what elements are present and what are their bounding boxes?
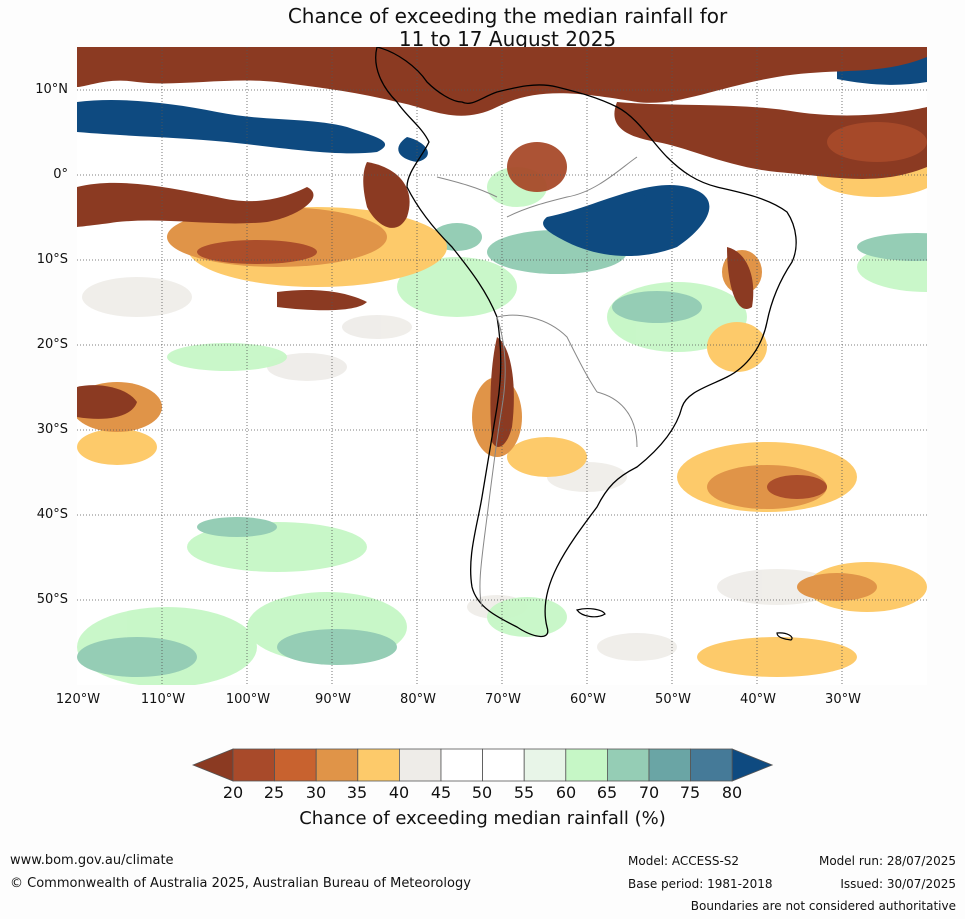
lon-label-80w: 80°W xyxy=(400,692,436,707)
colorbar-tick: 30 xyxy=(305,783,327,802)
lat-label-0: 0° xyxy=(53,167,68,182)
colorbar-tick: 35 xyxy=(346,783,368,802)
model-name: Model: ACCESS-S2 xyxy=(628,854,740,868)
title-line-1: Chance of exceeding the median rainfall … xyxy=(287,4,728,28)
colorbar-segment xyxy=(274,748,317,782)
lon-label-30w: 30°W xyxy=(825,692,861,707)
title-line-2: 11 to 17 August 2025 xyxy=(398,27,617,51)
colorbar-segment xyxy=(523,748,567,782)
south-georgia xyxy=(776,632,793,641)
lat-label-40s: 40°S xyxy=(36,507,68,522)
lon-label-90w: 90°W xyxy=(315,692,351,707)
country-borders xyxy=(436,156,638,608)
colorbar-tick: 80 xyxy=(721,783,743,802)
copyright-text: © Commonwealth of Australia 2025, Austra… xyxy=(10,876,471,891)
colorbar-segment xyxy=(357,748,400,782)
colorbar-tick: 40 xyxy=(388,783,410,802)
colorbar-segment xyxy=(606,748,650,782)
colorbar-tick: 25 xyxy=(263,783,285,802)
boundaries-disclaimer: Boundaries are not considered authoritat… xyxy=(690,899,956,913)
colorbar-tick: 75 xyxy=(679,783,701,802)
colorbar-tick: 55 xyxy=(513,783,535,802)
colorbar-segment xyxy=(315,748,359,782)
colorbar-segment xyxy=(690,748,733,782)
colorbar-label: Chance of exceeding median rainfall (%) xyxy=(299,808,666,829)
colorbar-segment xyxy=(440,748,483,782)
lon-label-120w: 120°W xyxy=(55,692,101,707)
colorbar-tick: 45 xyxy=(430,783,452,802)
colorbar-tick: 60 xyxy=(555,783,577,802)
lon-label-100w: 100°W xyxy=(225,692,271,707)
website-link[interactable]: www.bom.gov.au/climate xyxy=(10,853,174,868)
colorbar-tick: 65 xyxy=(596,783,618,802)
model-run-date: Model run: 28/07/2025 xyxy=(818,854,956,868)
colorbar-segment xyxy=(482,748,525,782)
lat-label-10s: 10°S xyxy=(36,252,68,267)
rainfall-map-svg xyxy=(77,47,927,685)
colorbar-tick: 50 xyxy=(471,783,493,802)
base-period: Base period: 1981-2018 xyxy=(628,877,773,891)
colorbar-tick: 20 xyxy=(222,783,244,802)
issued-date: Issued: 30/07/2025 xyxy=(840,877,956,891)
rainfall-map xyxy=(77,47,927,685)
dark-brown-areas xyxy=(77,47,927,447)
lon-label-60w: 60°W xyxy=(570,692,606,707)
colorbar xyxy=(192,748,774,782)
lat-label-50s: 50°S xyxy=(36,592,68,607)
lon-label-40w: 40°W xyxy=(740,692,776,707)
colorbar-segment xyxy=(232,748,275,782)
colorbar-arrow-low xyxy=(192,748,234,782)
lon-label-70w: 70°W xyxy=(485,692,521,707)
lon-label-110w: 110°W xyxy=(140,692,186,707)
lat-label-10n: 10°N xyxy=(35,82,68,97)
colorbar-segment xyxy=(648,748,691,782)
colorbar-tick: 70 xyxy=(638,783,660,802)
falkland-islands xyxy=(576,608,606,618)
lat-label-20s: 20°S xyxy=(36,337,68,352)
lon-label-50w: 50°W xyxy=(655,692,691,707)
south-america-coastline xyxy=(375,47,797,638)
colorbar-segment xyxy=(398,748,442,782)
colorbar-segment xyxy=(565,748,608,782)
lat-label-30s: 30°S xyxy=(36,422,68,437)
map-title: Chance of exceeding the median rainfall … xyxy=(0,5,965,51)
graticule xyxy=(77,47,927,685)
colorbar-arrow-high xyxy=(731,748,774,782)
mid-brown-areas xyxy=(197,122,927,499)
